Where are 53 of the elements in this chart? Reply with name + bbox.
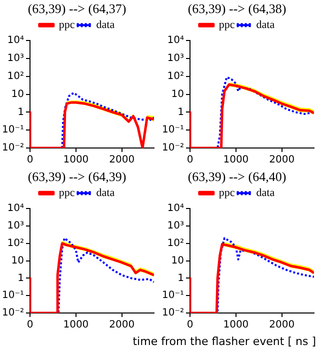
y-tick-label: 10⁻¹ (162, 124, 184, 136)
x-tick-label: 1000 (63, 154, 89, 166)
y-tick-label: 10³ (167, 53, 184, 64)
y-tick-label: 10⁻² (2, 142, 24, 154)
y-tick-label: 10 (11, 88, 24, 100)
y-tick-label: 10⁻¹ (2, 124, 24, 136)
y-tick-label: 10⁴ (7, 203, 24, 214)
chart-title: (63,39) --> (64,39) (28, 169, 126, 184)
x-tick-label: 2000 (109, 154, 135, 166)
y-tick-label: 10³ (7, 220, 24, 232)
x-tick-label: 2000 (269, 320, 295, 331)
x-tick-label: 0 (26, 154, 34, 166)
x-tick-label: 1000 (223, 154, 249, 166)
y-tick-label: 10² (7, 238, 24, 249)
y-tick-label: 10³ (7, 53, 24, 64)
legend-label: ppc (218, 186, 235, 199)
y-tick-label: 10 (171, 255, 184, 266)
x-tick-label: 0 (186, 154, 194, 166)
x-tick-label: 2000 (109, 320, 135, 331)
x-tick-label: 0 (26, 320, 34, 331)
y-tick-label: 10⁴ (7, 35, 24, 46)
chart-title: (63,39) --> (64,38) (188, 1, 286, 16)
y-tick-label: 10² (167, 70, 184, 82)
y-tick-label: 10² (167, 238, 184, 249)
legend-label: data (96, 186, 115, 199)
y-tick-label: 10 (171, 88, 184, 100)
x-tick-label: 0 (186, 320, 194, 331)
y-tick-label: 10⁴ (167, 203, 184, 214)
legend-label: data (256, 186, 275, 199)
legend-label: ppc (58, 18, 75, 31)
y-tick-label: 1 (178, 106, 184, 118)
y-tick-label: 1 (18, 272, 24, 284)
y-tick-label: 10⁴ (167, 35, 184, 46)
y-tick-label: 10⁻² (2, 308, 24, 319)
legend-label: ppc (58, 186, 75, 199)
y-tick-label: 1 (178, 272, 184, 284)
y-tick-label: 10⁻² (162, 308, 184, 319)
y-tick-label: 1 (18, 106, 24, 118)
y-tick-label: 10³ (167, 220, 184, 232)
x-tick-label: 1000 (63, 320, 89, 331)
x-tick-label: 1000 (223, 320, 249, 331)
chart-title: (63,39) --> (64,40) (188, 169, 286, 184)
legend-label: data (96, 18, 115, 31)
legend-label: data (256, 18, 275, 31)
chart-title: (63,39) --> (64,37) (28, 1, 126, 16)
y-tick-label: 10⁻² (162, 142, 184, 154)
x-tick-label: 2000 (269, 154, 295, 166)
legend-label: ppc (218, 18, 235, 31)
y-tick-label: 10² (7, 70, 24, 82)
y-tick-label: 10 (11, 255, 24, 266)
y-tick-label: 10⁻¹ (2, 290, 24, 302)
x-axis-title: time from the flasher event [ ns ] (132, 334, 317, 350)
y-tick-label: 10⁻¹ (162, 290, 184, 302)
